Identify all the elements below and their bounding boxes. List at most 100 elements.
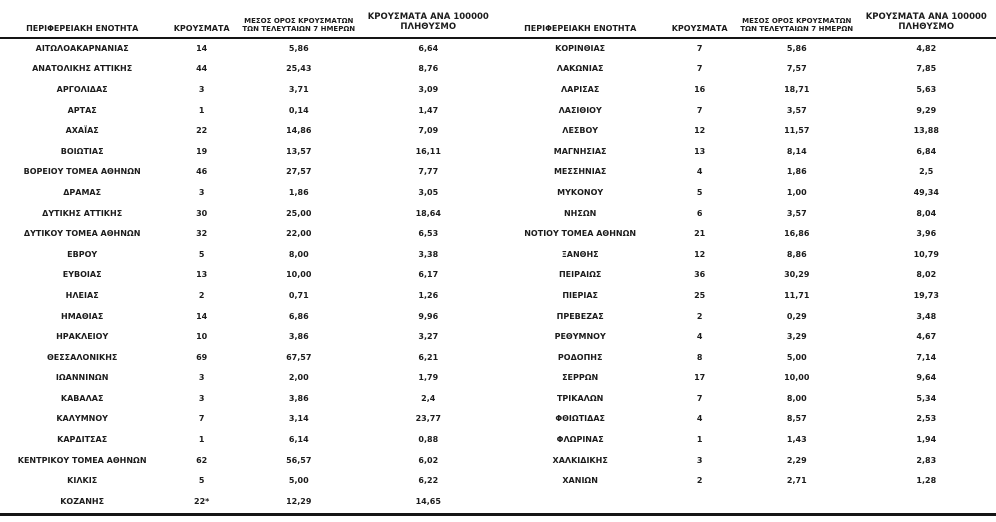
cases-cell: 17 bbox=[694, 373, 706, 383]
table-row: ΝΟΤΙΟΥ ΤΟΜΕΑ ΑΘΗΝΩΝ 21 16,86 3,96 bbox=[498, 223, 996, 244]
avg7-cell: 0,29 bbox=[786, 311, 807, 321]
cases-cell: 2 bbox=[696, 311, 703, 321]
table-row: ΔΥΤΙΚΟΥ ΤΟΜΕΑ ΑΘΗΝΩΝ 32 22,00 6,53 bbox=[0, 223, 498, 244]
cases-cell: 1 bbox=[696, 435, 703, 445]
region-cell: ΝΗΣΩΝ bbox=[563, 208, 597, 218]
avg7-cell: 3,14 bbox=[288, 414, 309, 424]
region-cell: ΘΕΣΣΑΛΟΝΙΚΗΣ bbox=[46, 352, 118, 362]
cases-cell: 3 bbox=[198, 187, 205, 197]
table-body-right: ΚΟΡΙΝΘΙΑΣ 7 5,86 4,82 ΛΑΚΩΝΙΑΣ 7 7,57 7,85 ΛΑΡΙΣ… bbox=[498, 38, 996, 491]
per100k-cell: 3,96 bbox=[916, 229, 937, 239]
per100k-cell: 16,11 bbox=[415, 146, 441, 156]
cases-cell: 4 bbox=[696, 332, 703, 342]
table-row: ΜΕΣΣΗΝΙΑΣ 4 1,86 2,5 bbox=[498, 162, 996, 183]
cases-cell: 4 bbox=[696, 414, 703, 424]
avg7-cell: 16,86 bbox=[784, 229, 810, 239]
region-cell: ΕΥΒΟΙΑΣ bbox=[62, 270, 102, 280]
cases-cell: 3 bbox=[198, 84, 205, 94]
cases-cell: 12 bbox=[694, 126, 706, 136]
table-row: ΚΕΝΤΡΙΚΟΥ ΤΟΜΕΑ ΑΘΗΝΩΝ 62 56,57 6,02 bbox=[0, 450, 498, 471]
region-cell: ΙΩΑΝΝΙΝΩΝ bbox=[55, 373, 109, 383]
region-cell: ΣΕΡΡΩΝ bbox=[562, 373, 599, 383]
avg7-cell: 8,00 bbox=[786, 393, 807, 403]
cases-cell: 7 bbox=[696, 44, 703, 54]
per100k-cell: 1,28 bbox=[916, 476, 937, 486]
per100k-cell: 8,04 bbox=[916, 208, 937, 218]
region-cell: ΑΡΤΑΣ bbox=[67, 105, 97, 115]
region-cell: ΤΡΙΚΑΛΩΝ bbox=[556, 393, 604, 403]
region-cell: ΚΕΝΤΡΙΚΟΥ ΤΟΜΕΑ ΑΘΗΝΩΝ bbox=[17, 455, 147, 465]
per100k-cell: 7,77 bbox=[418, 167, 439, 177]
table-row: ΚΑΒΑΛΑΣ 3 3,86 2,4 bbox=[0, 388, 498, 409]
region-cell: ΦΘΙΩΤΙΔΑΣ bbox=[555, 414, 605, 424]
per100k-cell: 6,17 bbox=[418, 270, 439, 280]
table-row: ΞΑΝΘΗΣ 12 8,86 10,79 bbox=[498, 244, 996, 265]
column-header-per100k-line2: ΠΛΗΘΥΣΜΟ bbox=[400, 22, 457, 33]
region-cell: ΧΑΛΚΙΔΙΚΗΣ bbox=[552, 455, 608, 465]
table-row: ΑΝΑΤΟΛΙΚΗΣ ΑΤΤΙΚΗΣ 44 25,43 8,76 bbox=[0, 59, 498, 80]
column-header-avg7-line2: ΤΩΝ ΤΕΛΕΥΤΑΙΩΝ 7 ΗΜΕΡΩΝ bbox=[242, 24, 356, 33]
region-cell: ΝΟΤΙΟΥ ΤΟΜΕΑ ΑΘΗΝΩΝ bbox=[524, 229, 637, 239]
per100k-cell: 9,64 bbox=[916, 373, 937, 383]
table-row: ΤΡΙΚΑΛΩΝ 7 8,00 5,34 bbox=[498, 388, 996, 409]
table-row: ΜΑΓΝΗΣΙΑΣ 13 8,14 6,84 bbox=[498, 141, 996, 162]
region-cell: ΜΥΚΟΝΟΥ bbox=[557, 187, 604, 197]
region-cell: ΔΡΑΜΑΣ bbox=[63, 187, 102, 197]
region-cell: ΠΙΕΡΙΑΣ bbox=[562, 290, 598, 300]
per100k-cell: 7,09 bbox=[418, 126, 439, 136]
avg7-cell: 67,57 bbox=[286, 352, 312, 362]
cases-cell: 7 bbox=[696, 105, 703, 115]
per100k-cell: 6,22 bbox=[418, 476, 439, 486]
table-row: ΛΑΚΩΝΙΑΣ 7 7,57 7,85 bbox=[498, 59, 996, 80]
cases-cell: 36 bbox=[694, 270, 706, 280]
avg7-cell: 5,00 bbox=[786, 352, 807, 362]
avg7-cell: 27,57 bbox=[286, 167, 312, 177]
per100k-cell: 13,88 bbox=[913, 126, 939, 136]
cases-cell: 4 bbox=[696, 167, 703, 177]
table-row: ΛΑΣΙΘΙΟΥ 7 3,57 9,29 bbox=[498, 100, 996, 121]
per100k-cell: 2,53 bbox=[916, 414, 937, 424]
cases-cell: 21 bbox=[694, 229, 706, 239]
column-header-avg7: ΜΕΣΟΣ ΟΡΟΣ ΚΡΟΥΣΜΑΤΩΝ ΤΩΝ ΤΕΛΕΥΤΑΙΩΝ 7 Η… bbox=[239, 0, 359, 39]
region-cell: ΡΟΔΟΠΗΣ bbox=[557, 352, 603, 362]
per100k-cell: 5,34 bbox=[916, 393, 937, 403]
column-header-avg7: ΜΕΣΟΣ ΟΡΟΣ ΚΡΟΥΣΜΑΤΩΝ ΤΩΝ ΤΕΛΕΥΤΑΙΩΝ 7 Η… bbox=[737, 0, 857, 39]
cases-cell: 25 bbox=[694, 290, 706, 300]
table-row: ΡΟΔΟΠΗΣ 8 5,00 7,14 bbox=[498, 347, 996, 368]
table-row: ΙΩΑΝΝΙΝΩΝ 3 2,00 1,79 bbox=[0, 368, 498, 389]
cases-cell: 7 bbox=[198, 414, 205, 424]
table-row: ΣΕΡΡΩΝ 17 10,00 9,64 bbox=[498, 368, 996, 389]
per100k-cell: 6,02 bbox=[418, 455, 439, 465]
per100k-cell: 2,83 bbox=[916, 455, 937, 465]
per100k-cell: 6,64 bbox=[418, 44, 439, 54]
avg7-cell: 14,86 bbox=[286, 126, 312, 136]
table-row: ΑΧΑΪΑΣ 22 14,86 7,09 bbox=[0, 120, 498, 141]
cases-cell: 8 bbox=[696, 352, 703, 362]
per100k-cell: 9,96 bbox=[418, 311, 439, 321]
per100k-cell: 18,64 bbox=[415, 208, 441, 218]
cases-cell: 5 bbox=[198, 249, 205, 259]
cases-table: ΠΕΡΙΦΕΡΕΙΑΚΗ ΕΝΟΤΗΤΑ ΚΡΟΥΣΜΑΤΑ ΜΕΣΟΣ ΟΡΟ… bbox=[498, 0, 996, 491]
table-row: ΚΙΛΚΙΣ 5 5,00 6,22 bbox=[0, 470, 498, 491]
table-row: ΑΡΓΟΛΙΔΑΣ 3 3,71 3,09 bbox=[0, 79, 498, 100]
table-row: ΝΗΣΩΝ 6 3,57 8,04 bbox=[498, 203, 996, 224]
region-cell: ΛΑΣΙΘΙΟΥ bbox=[558, 105, 602, 115]
cases-cell: 14 bbox=[196, 311, 208, 321]
avg7-cell: 8,00 bbox=[288, 249, 309, 259]
table-row: ΦΛΩΡΙΝΑΣ 1 1,43 1,94 bbox=[498, 429, 996, 450]
cases-cell: 3 bbox=[198, 393, 205, 403]
column-header-per100k-line1: ΚΡΟΥΣΜΑΤΑ ΑΝΑ 100000 bbox=[367, 12, 489, 23]
column-header-region: ΠΕΡΙΦΕΡΕΙΑΚΗ ΕΝΟΤΗΤΑ bbox=[0, 0, 165, 39]
table-row: ΗΛΕΙΑΣ 2 0,71 1,26 bbox=[0, 285, 498, 306]
per100k-cell: 1,79 bbox=[418, 373, 439, 383]
per100k-cell: 23,77 bbox=[415, 414, 441, 424]
region-cell: ΦΛΩΡΙΝΑΣ bbox=[556, 435, 604, 445]
avg7-cell: 1,86 bbox=[288, 187, 309, 197]
avg7-cell: 8,57 bbox=[786, 414, 807, 424]
table-row: ΑΙΤΩΛΟΑΚΑΡΝΑΝΙΑΣ 14 5,86 6,64 bbox=[0, 38, 498, 59]
region-cell: ΑΙΤΩΛΟΑΚΑΡΝΑΝΙΑΣ bbox=[35, 44, 129, 54]
avg7-cell: 8,86 bbox=[786, 249, 807, 259]
cases-cell: 14 bbox=[196, 44, 208, 54]
cases-cell: 30 bbox=[196, 208, 208, 218]
